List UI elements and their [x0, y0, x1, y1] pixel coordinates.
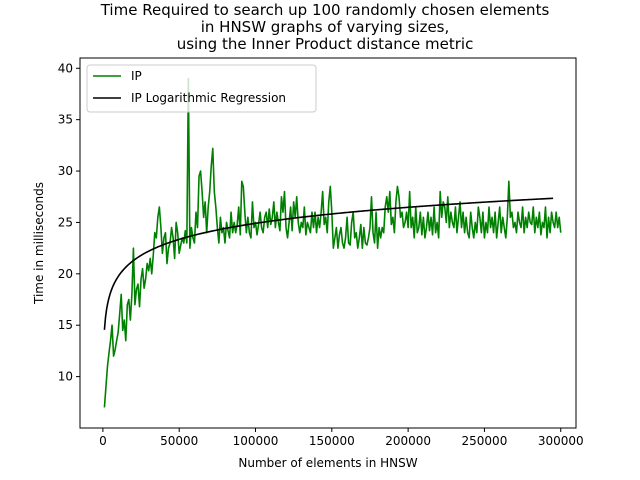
y-tick-label: 25 — [58, 215, 73, 229]
series-layer — [103, 77, 562, 408]
y-tick-label: 10 — [58, 370, 73, 384]
x-tick-label: 300000 — [538, 434, 584, 448]
y-tick-label: 15 — [58, 318, 73, 332]
legend-label-ip: IP — [131, 69, 142, 83]
y-tick-label: 20 — [58, 267, 73, 281]
chart-title-line-1: Time Required to search up 100 randomly … — [100, 1, 550, 19]
x-tick-label: 100000 — [233, 434, 279, 448]
series-line-ip — [103, 77, 562, 408]
x-tick-label: 150000 — [309, 434, 355, 448]
x-axis: 0 50000 100000 150000 200000 250000 300000 — [99, 428, 584, 448]
plot-frame — [79, 57, 577, 429]
chart-title-line-3: using the Inner Product distance metric — [177, 35, 474, 53]
y-axis: 10 15 20 25 30 35 40 — [58, 61, 80, 384]
x-tick-label: 250000 — [462, 434, 508, 448]
chart-title-line-2: in HNSW graphs of varying sizes, — [201, 18, 450, 36]
y-tick-label: 40 — [58, 61, 73, 75]
x-tick-label: 0 — [99, 434, 107, 448]
legend-box — [86, 64, 317, 113]
y-axis-label: Time in milliseconds — [32, 182, 46, 305]
series-line-regression — [103, 197, 554, 330]
y-tick-label: 35 — [58, 113, 73, 127]
legend-label-regression: IP Logarithmic Regression — [131, 91, 286, 105]
x-tick-label: 200000 — [385, 434, 431, 448]
legend: IP IP Logarithmic Regression — [86, 64, 317, 113]
plot-area — [79, 57, 577, 429]
x-tick-label: 50000 — [160, 434, 198, 448]
x-axis-label: Number of elements in HNSW — [238, 456, 417, 470]
y-tick-label: 30 — [58, 164, 73, 178]
